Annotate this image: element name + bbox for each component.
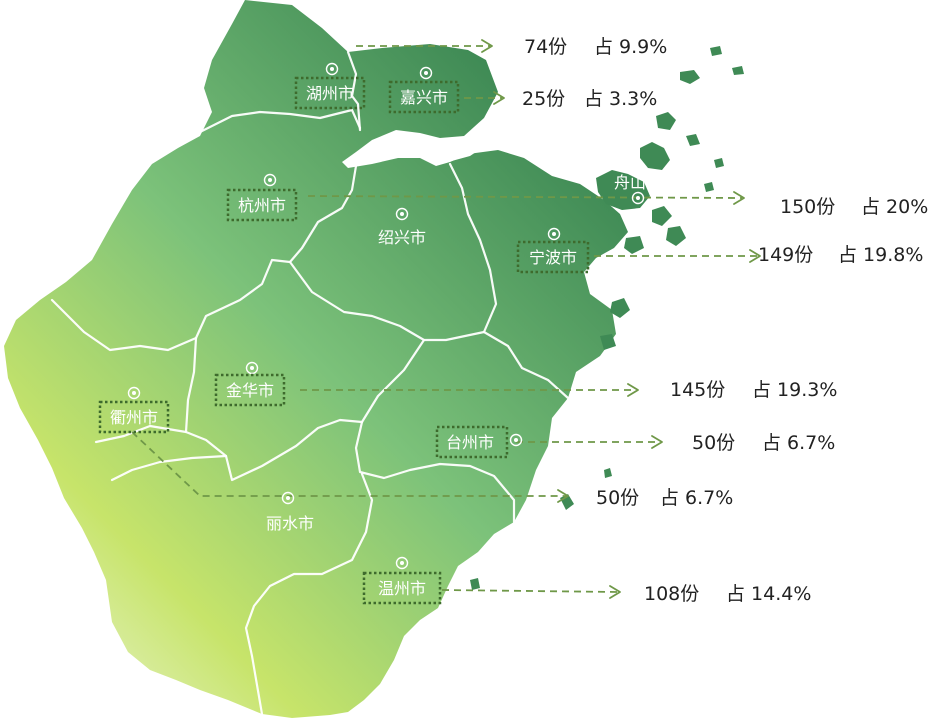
city-marker-icon [325,62,339,76]
city-name: 温州市 [378,579,426,598]
stat-count: 108份 [644,583,699,605]
stats: 74份 占 9.9% 25份 占 3.3% 150份 占 20% 149份 占 … [522,36,928,605]
city-quzhou: 衢州市 [98,386,170,434]
label-frame [294,76,366,110]
label-frame [98,400,170,434]
label-frame [516,240,590,274]
city-name: 丽水市 [266,514,314,533]
stat-quzhou: 50份 占 6.7% [596,487,733,509]
stat-count: 149份 [758,244,813,266]
city-name: 台州市 [446,433,494,452]
stat-share: 占 3.3% [584,88,657,110]
stat-count: 145份 [670,379,725,401]
city-zhoushan: 舟山市 [614,173,662,205]
city-huzhou: 湖州市 [294,62,366,110]
city-name: 宁波市 [529,248,577,267]
stat-count: 50份 [692,432,735,454]
stat-share: 占 20% [861,196,928,218]
city-boundaries [50,50,570,716]
city-marker-icon [631,191,645,205]
stat-wenzhou: 108份 占 14.4% [644,583,811,605]
city-marker-icon [263,173,277,187]
stat-jiaxing: 25份 占 3.3% [522,88,657,110]
stat-ningbo: 149份 占 19.8% [758,244,923,266]
label-frame [362,571,442,605]
city-ningbo: 宁波市 [516,227,590,274]
city-wenzhou: 温州市 [362,556,442,605]
stat-share: 占 19.3% [752,379,837,401]
stat-share: 占 6.7% [762,432,835,454]
hangzhou-bay [346,137,482,166]
stat-count: 74份 [524,36,567,58]
stat-share: 占 19.8% [838,244,923,266]
city-marker-icon [395,556,409,570]
stat-taizhou: 50份 占 6.7% [692,432,835,454]
city-name: 绍兴市 [378,228,426,247]
city-marker-icon [245,361,259,375]
city-lishui: 丽水市 [266,491,314,533]
city-marker-icon [419,66,433,80]
city-name: 衢州市 [110,408,158,427]
stat-count: 25份 [522,88,565,110]
city-name: 嘉兴市 [400,88,448,107]
stat-count: 150份 [780,196,835,218]
stat-jinhua: 145份 占 19.3% [670,379,837,401]
city-marker-icon [547,227,561,241]
stat-count: 50份 [596,487,639,509]
city-marker-icon [281,491,295,505]
stat-share: 占 6.7% [660,487,733,509]
zhoushan-islands [470,46,744,590]
label-frame [435,425,509,459]
leader-lines [131,39,761,599]
city-marker-icon [127,386,141,400]
city-taizhou: 台州市 [435,425,523,459]
city-name: 杭州市 [238,196,286,215]
label-frame [226,188,298,222]
province-outline [4,0,628,718]
stat-hangzhou: 150份 占 20% [780,196,928,218]
city-jiaxing: 嘉兴市 [388,66,460,114]
stat-huzhou: 74份 占 9.9% [524,36,667,58]
city-marker-icon [509,433,523,447]
label-frame [388,80,460,114]
city-hangzhou: 杭州市 [226,173,298,222]
stat-share: 占 9.9% [594,36,667,58]
city-shaoxing: 绍兴市 [378,207,426,247]
city-jinhua: 金华市 [214,361,286,407]
city-name: 舟山市 [614,173,662,192]
city-name: 金华市 [226,381,274,400]
label-frame [214,373,286,407]
stat-share: 占 14.4% [726,583,811,605]
city-name: 湖州市 [306,84,354,103]
city-marker-icon [395,207,409,221]
